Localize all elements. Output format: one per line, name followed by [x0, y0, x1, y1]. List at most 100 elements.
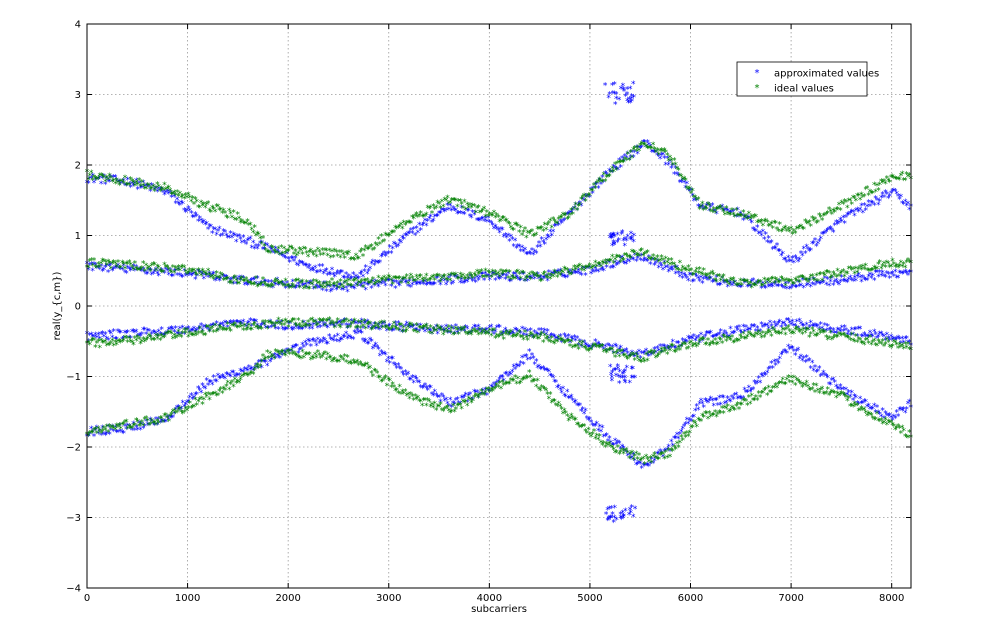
- data-point: *: [330, 266, 335, 276]
- data-point: *: [433, 213, 438, 223]
- data-point: *: [403, 232, 408, 242]
- data-point: *: [151, 183, 156, 193]
- data-point: *: [465, 207, 470, 217]
- data-point: *: [258, 239, 263, 249]
- data-point: *: [606, 94, 611, 104]
- data-point: *: [423, 217, 428, 227]
- data-point: *: [610, 242, 615, 252]
- ticks-layer: 0 1000 2000 3000 4000 5000 6000 7000 8000−4−3−2−…: [66, 20, 911, 604]
- data-point: *: [307, 262, 312, 272]
- data-point: *: [300, 260, 305, 270]
- data-point: *: [126, 176, 131, 186]
- data-point: *: [458, 210, 463, 220]
- data-point: *: [173, 199, 178, 209]
- data-point: *: [309, 267, 314, 277]
- data-point: *: [217, 225, 222, 235]
- data-point: *: [629, 365, 634, 375]
- data-point: *: [130, 180, 135, 190]
- data-point: *: [610, 374, 615, 384]
- data-point: *: [221, 228, 226, 238]
- data-point: *: [254, 243, 259, 253]
- y-tick-label: 0: [75, 302, 81, 313]
- data-point: *: [228, 229, 233, 239]
- data-point: *: [216, 227, 221, 237]
- data-point: *: [407, 229, 412, 239]
- data-point: *: [378, 258, 383, 268]
- data-point: *: [135, 186, 140, 196]
- data-point: *: [372, 261, 377, 271]
- data-point: *: [314, 269, 319, 279]
- data-point: *: [434, 213, 439, 223]
- data-point: *: [383, 253, 388, 263]
- data-point: *: [621, 86, 626, 96]
- data-point: *: [230, 234, 235, 244]
- data-point: *: [251, 239, 256, 249]
- data-point: *: [168, 188, 173, 198]
- data-point: *: [213, 226, 218, 236]
- data-point: *: [368, 265, 373, 275]
- data-point: *: [261, 246, 266, 256]
- data-point: *: [441, 207, 446, 217]
- data-point: *: [134, 177, 139, 187]
- data-point: *: [319, 268, 324, 278]
- data-point: *: [286, 256, 291, 266]
- x-axis-label: subcarriers: [471, 604, 527, 615]
- data-point: *: [192, 213, 197, 223]
- data-point: *: [97, 174, 102, 184]
- data-point: *: [449, 207, 454, 217]
- data-point: *: [393, 241, 398, 251]
- data-point: *: [382, 249, 387, 259]
- data-point: *: [442, 208, 447, 218]
- data-point: *: [399, 239, 404, 249]
- data-point: *: [142, 183, 147, 193]
- data-point: *: [472, 211, 477, 221]
- data-point: *: [290, 255, 295, 265]
- data-point: *: [430, 218, 435, 228]
- data-point: *: [250, 244, 255, 254]
- x-tick-label: 6000: [678, 593, 703, 604]
- x-tick-label: 4000: [477, 593, 502, 604]
- data-point: *: [99, 180, 104, 190]
- data-point: *: [452, 206, 457, 216]
- data-point: *: [306, 264, 311, 274]
- data-point: *: [114, 176, 119, 186]
- data-point: *: [110, 178, 115, 188]
- data-point: *: [448, 202, 453, 212]
- data-point: *: [276, 249, 281, 259]
- data-point: *: [157, 185, 162, 195]
- data-point: *: [279, 252, 284, 262]
- data-point: *: [196, 217, 201, 227]
- data-point: *: [112, 174, 117, 184]
- data-point: *: [278, 251, 283, 261]
- data-point: *: [259, 239, 264, 249]
- data-point: *: [380, 252, 385, 262]
- data-point: *: [342, 274, 347, 284]
- data-point: *: [612, 518, 617, 528]
- data-point: *: [418, 227, 423, 237]
- data-point: *: [338, 269, 343, 279]
- data-point: *: [376, 259, 381, 269]
- data-point: *: [396, 242, 401, 252]
- data-point: *: [95, 176, 100, 186]
- data-point: *: [619, 514, 624, 524]
- data-point: *: [468, 212, 473, 222]
- data-point: *: [340, 268, 345, 278]
- grid-layer: [86, 23, 911, 589]
- data-point: *: [464, 206, 469, 216]
- data-point: *: [140, 184, 145, 194]
- legend-label: ideal values: [774, 84, 834, 95]
- data-point: *: [365, 270, 370, 280]
- data-point: *: [193, 211, 198, 221]
- data-point: *: [280, 252, 285, 262]
- data-point: *: [631, 374, 636, 384]
- data-point: *: [150, 181, 155, 191]
- data-point: *: [123, 181, 128, 191]
- data-point: *: [414, 225, 419, 235]
- data-point: *: [121, 177, 126, 187]
- data-point: *: [361, 273, 366, 283]
- data-point: *: [351, 270, 356, 280]
- y-tick-label: 3: [75, 90, 81, 101]
- data-point: *: [210, 230, 215, 240]
- y-tick-label: 4: [75, 20, 81, 31]
- data-point: *: [93, 176, 98, 186]
